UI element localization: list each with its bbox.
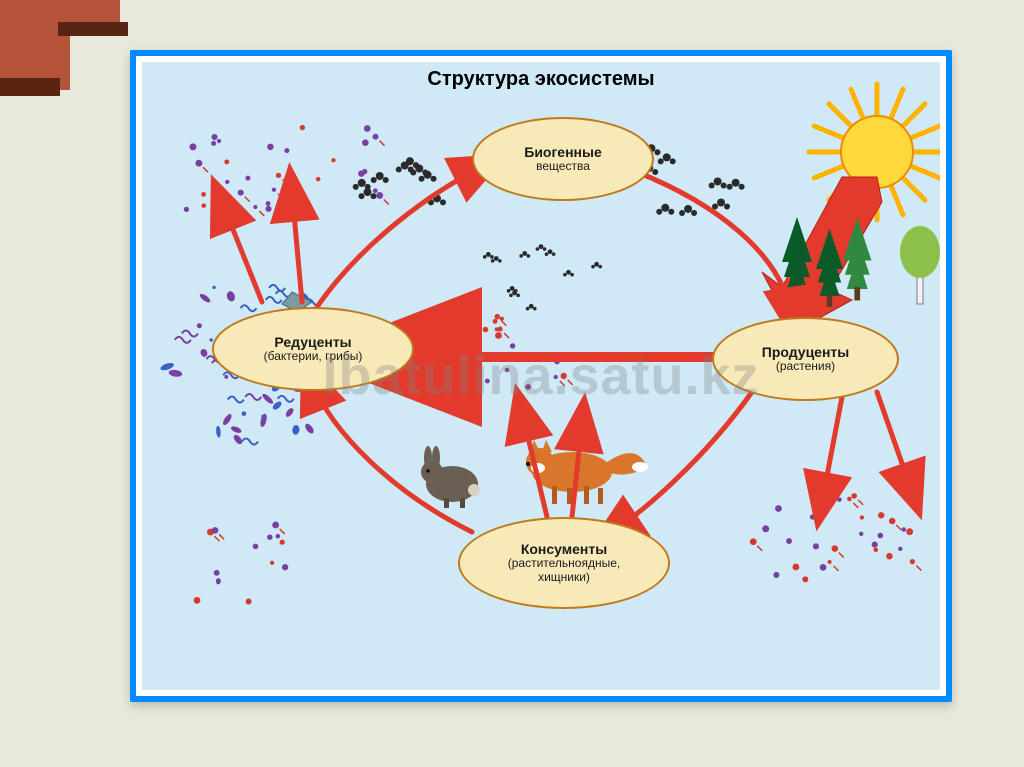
diagram-canvas: Структура экосистемы <box>142 62 940 690</box>
node-producers: Продуценты(растения) <box>712 317 899 401</box>
diagram-card: Структура экосистемы <box>130 50 952 702</box>
fox-icon <box>526 440 648 504</box>
node-consumers: Консументы(растительноядные,хищники) <box>458 517 670 609</box>
rabbit-icon <box>421 446 480 508</box>
node-biogenic: Биогенныевещества <box>472 117 654 201</box>
slide: Структура экосистемы <box>0 0 1024 767</box>
node-reducers: Редуценты(бактерии, грибы) <box>212 307 414 391</box>
